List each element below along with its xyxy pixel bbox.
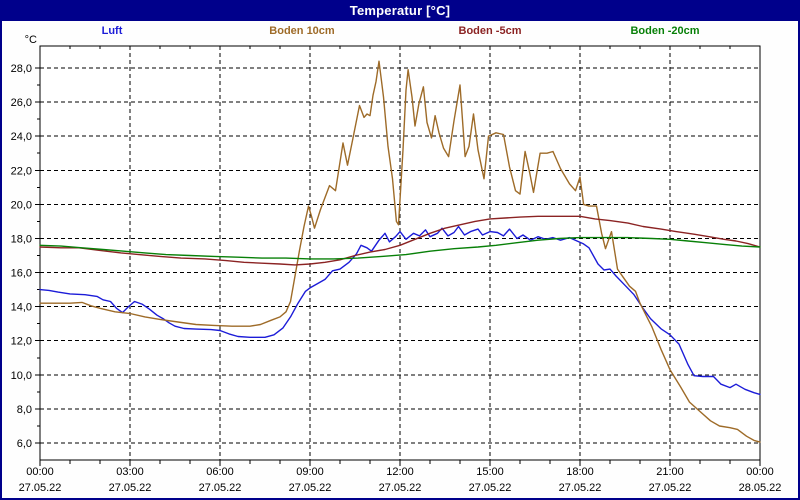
x-tick-time-label: 18:00 [566, 466, 594, 478]
x-tick-date-label: 27.05.22 [469, 482, 512, 494]
axis-labels: °C 28,0 26,0 24,0 22,0 20,0 18,0 16,0 14,0 12,0 10… [11, 34, 782, 494]
series-line-boden-10cm [39, 60, 761, 443]
series-line-boden-20cm [39, 236, 761, 260]
x-tick-date-label: 27.05.22 [379, 482, 422, 494]
y-tick-label: 24,0 [11, 131, 32, 143]
chart-title: Temperatur [°C] [349, 3, 451, 18]
legend-item-luft: Luft [101, 25, 123, 37]
y-tick-label: 14,0 [11, 302, 32, 314]
x-tick-time-label: 15:00 [476, 466, 504, 478]
x-tick-time-label: 00:00 [26, 466, 54, 478]
x-tick-date-label: 27.05.22 [199, 482, 242, 494]
y-tick-label: 28,0 [11, 63, 32, 75]
x-tick-time-label: 06:00 [206, 466, 234, 478]
x-tick-date-label: 27.05.22 [289, 482, 332, 494]
y-tick-label: 10,0 [11, 370, 32, 382]
x-tick-time-label: 21:00 [656, 466, 684, 478]
title-bar: Temperatur [°C] [2, 2, 798, 21]
plot-border [39, 45, 761, 461]
chart-legend: Luft Boden 10cm Boden -5cm Boden -20cm [2, 22, 798, 42]
y-tick-label: 22,0 [11, 165, 32, 177]
x-tick-date-label: 27.05.22 [19, 482, 62, 494]
x-tick-time-label: 09:00 [296, 466, 324, 478]
legend-item-boden-10cm: Boden 10cm [269, 25, 335, 37]
series-line-luft [39, 225, 761, 396]
y-tick-label: 8,0 [17, 404, 32, 416]
x-tick-date-label: 28.05.22 [739, 482, 782, 494]
x-tick-time-label: 00:00 [746, 466, 774, 478]
y-tick-label: 18,0 [11, 233, 32, 245]
x-tick-date-label: 27.05.22 [649, 482, 692, 494]
gridlines [40, 46, 760, 460]
legend-item-boden-20cm: Boden -20cm [630, 25, 700, 37]
y-tick-label: 26,0 [11, 97, 32, 109]
legend-item-boden-5cm: Boden -5cm [458, 25, 522, 37]
y-tick-label: 6,0 [17, 438, 32, 450]
x-tick-time-label: 12:00 [386, 466, 414, 478]
series-line-boden-5cm [39, 215, 761, 266]
y-tick-label: 20,0 [11, 199, 32, 211]
y-tick-label: 16,0 [11, 268, 32, 280]
x-tick-time-label: 03:00 [116, 466, 144, 478]
y-tick-label: 12,0 [11, 336, 32, 348]
x-tick-date-label: 27.05.22 [559, 482, 602, 494]
x-tick-date-label: 27.05.22 [109, 482, 152, 494]
y-axis-unit-label: °C [25, 34, 37, 46]
